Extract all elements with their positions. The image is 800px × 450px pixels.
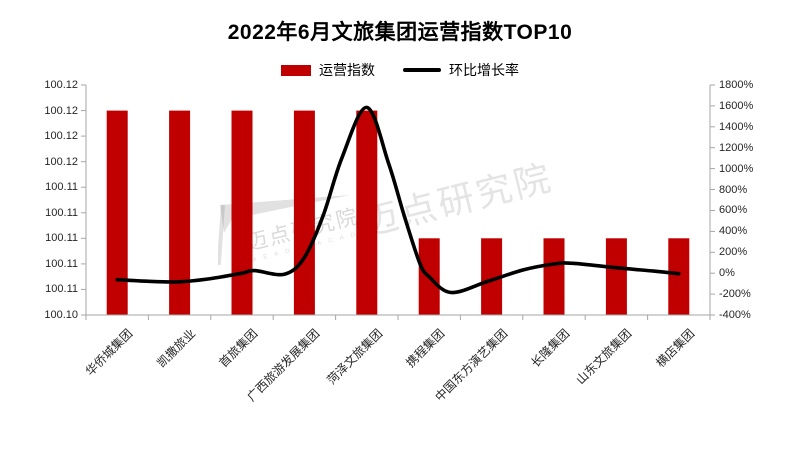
axis-lines <box>81 84 715 320</box>
bar-series <box>106 110 690 315</box>
legend-item-growth-rate: 环比增长率 <box>403 60 519 80</box>
y-axis-label-left: 100.11 <box>45 232 78 245</box>
legend-label-line: 环比增长率 <box>449 62 519 78</box>
bar-swatch-icon <box>281 64 311 76</box>
bar-9 <box>668 238 690 315</box>
y-axis-label-right: 1000% <box>719 162 754 175</box>
chart-title: 2022年6月文旅集团运营指数TOP10 <box>227 21 573 44</box>
bar-1 <box>169 110 191 315</box>
bar-2 <box>231 110 253 315</box>
y-axis-label-right: 400% <box>719 225 748 238</box>
y-axis-label-left: 100.11 <box>45 181 78 194</box>
y-axis-label-right: 200% <box>719 246 748 259</box>
y-axis-label-left: 100.11 <box>45 257 78 270</box>
y-axis-label-left: 100.11 <box>45 206 78 219</box>
y-axis-label-left: 100.10 <box>44 309 78 321</box>
bar-3 <box>293 110 315 315</box>
legend: 运营指数 环比增长率 <box>0 60 800 80</box>
y-axis-label-right: -400% <box>719 309 751 321</box>
legend-item-operation-index: 运营指数 <box>281 60 375 80</box>
y-axis-label-right: 1800% <box>719 79 754 91</box>
line-swatch-icon <box>403 68 441 72</box>
y-axis-label-right: 1600% <box>719 99 754 112</box>
y-axis-label-left: 100.12 <box>44 155 78 168</box>
y-axis-label-right: 1200% <box>719 141 754 154</box>
bar-4 <box>356 110 378 315</box>
bar-8 <box>605 238 627 315</box>
legend-label-bar: 运营指数 <box>319 62 375 78</box>
y-axis-label-right: 1400% <box>719 120 754 133</box>
y-axis-label-right: 0% <box>719 267 735 280</box>
y-axis-label-right: -200% <box>719 288 751 301</box>
y-axis-label-left: 100.12 <box>44 79 78 91</box>
y-axis-label-left: 100.12 <box>44 130 78 143</box>
y-axis-label-left: 100.11 <box>45 283 78 296</box>
bar-7 <box>543 238 565 315</box>
bar-0 <box>106 110 128 315</box>
y-axis-label-left: 100.12 <box>44 104 78 117</box>
bar-6 <box>481 238 503 315</box>
y-axis-label-right: 800% <box>719 183 748 196</box>
growth-rate-line <box>115 105 681 295</box>
y-axis-label-right: 600% <box>719 204 748 217</box>
